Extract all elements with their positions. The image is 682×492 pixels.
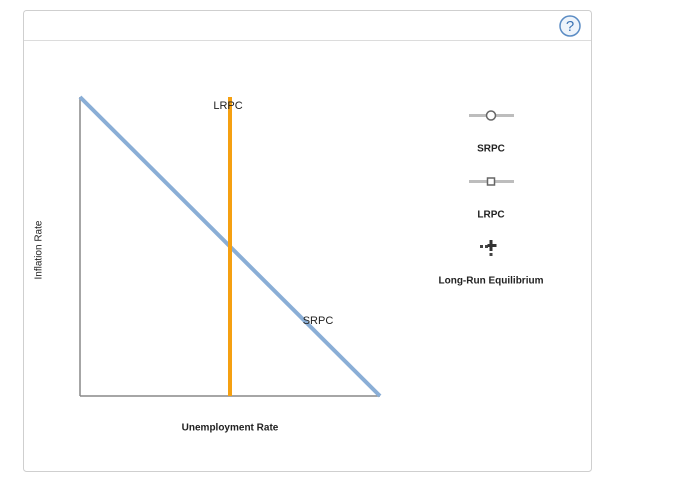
y-axis-label: Inflation Rate [34,220,45,279]
tool-lrpc[interactable]: LRPC [469,177,514,221]
help-icon[interactable]: ? [566,18,574,35]
tool-equilibrium[interactable]: Long-Run Equilibrium [439,240,544,287]
srpc-label: SRPC [303,315,334,327]
tool-dot[interactable] [489,253,493,256]
lrpc-label: LRPC [213,100,242,112]
tool-srpc[interactable]: SRPC [469,110,514,155]
tool-circle[interactable] [485,110,497,121]
panel [23,10,592,472]
help-button[interactable]: ? [559,15,581,37]
tool-square[interactable] [486,177,496,186]
tool-label[interactable]: LRPC [477,210,504,221]
x-axis-label: Unemployment Rate [182,423,279,434]
help-circle[interactable] [559,15,581,37]
graph[interactable]: LRPC SRPC Inflation Rate Unemployment Ra… [34,95,382,434]
tool-dot[interactable] [485,245,488,248]
tool-label[interactable]: Long-Run Equilibrium [439,276,544,287]
tool-label[interactable]: SRPC [477,144,505,155]
tool-plus[interactable] [487,240,497,251]
tool-dot[interactable] [480,245,483,248]
